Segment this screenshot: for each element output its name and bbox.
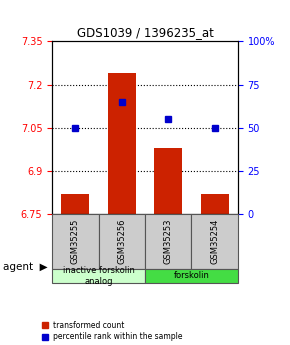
Text: GSM35255: GSM35255 — [71, 219, 80, 264]
FancyBboxPatch shape — [145, 269, 238, 283]
Title: GDS1039 / 1396235_at: GDS1039 / 1396235_at — [77, 26, 213, 39]
Bar — [108, 73, 136, 214]
Text: GSM35253: GSM35253 — [164, 219, 173, 264]
Text: GSM35254: GSM35254 — [210, 219, 219, 264]
Legend: transformed count, percentile rank within the sample: transformed count, percentile rank withi… — [41, 321, 182, 341]
FancyBboxPatch shape — [145, 214, 191, 269]
Text: inactive forskolin
analog: inactive forskolin analog — [63, 266, 135, 286]
FancyBboxPatch shape — [191, 214, 238, 269]
FancyBboxPatch shape — [52, 214, 99, 269]
Bar — [61, 194, 89, 214]
Text: agent  ▶: agent ▶ — [3, 263, 48, 272]
FancyBboxPatch shape — [99, 214, 145, 269]
Text: GSM35256: GSM35256 — [117, 219, 126, 264]
Text: forskolin: forskolin — [173, 272, 209, 280]
Bar — [154, 148, 182, 214]
Bar — [201, 194, 229, 214]
FancyBboxPatch shape — [52, 269, 145, 283]
